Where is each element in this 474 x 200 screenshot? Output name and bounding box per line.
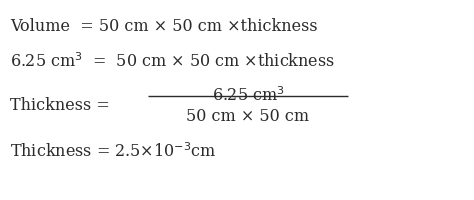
Text: Volume  = 50 cm × 50 cm ×thickness: Volume = 50 cm × 50 cm ×thickness (10, 18, 318, 35)
Text: Thickness =: Thickness = (10, 97, 110, 113)
Text: 6.25 cm$^{3}$: 6.25 cm$^{3}$ (211, 86, 284, 104)
Text: 6.25 cm$^{3}$  =  50 cm × 50 cm ×thickness: 6.25 cm$^{3}$ = 50 cm × 50 cm ×thickness (10, 52, 335, 70)
Text: Thickness = 2.5×10$^{-3}$cm: Thickness = 2.5×10$^{-3}$cm (10, 141, 217, 160)
Text: 50 cm × 50 cm: 50 cm × 50 cm (186, 107, 310, 124)
